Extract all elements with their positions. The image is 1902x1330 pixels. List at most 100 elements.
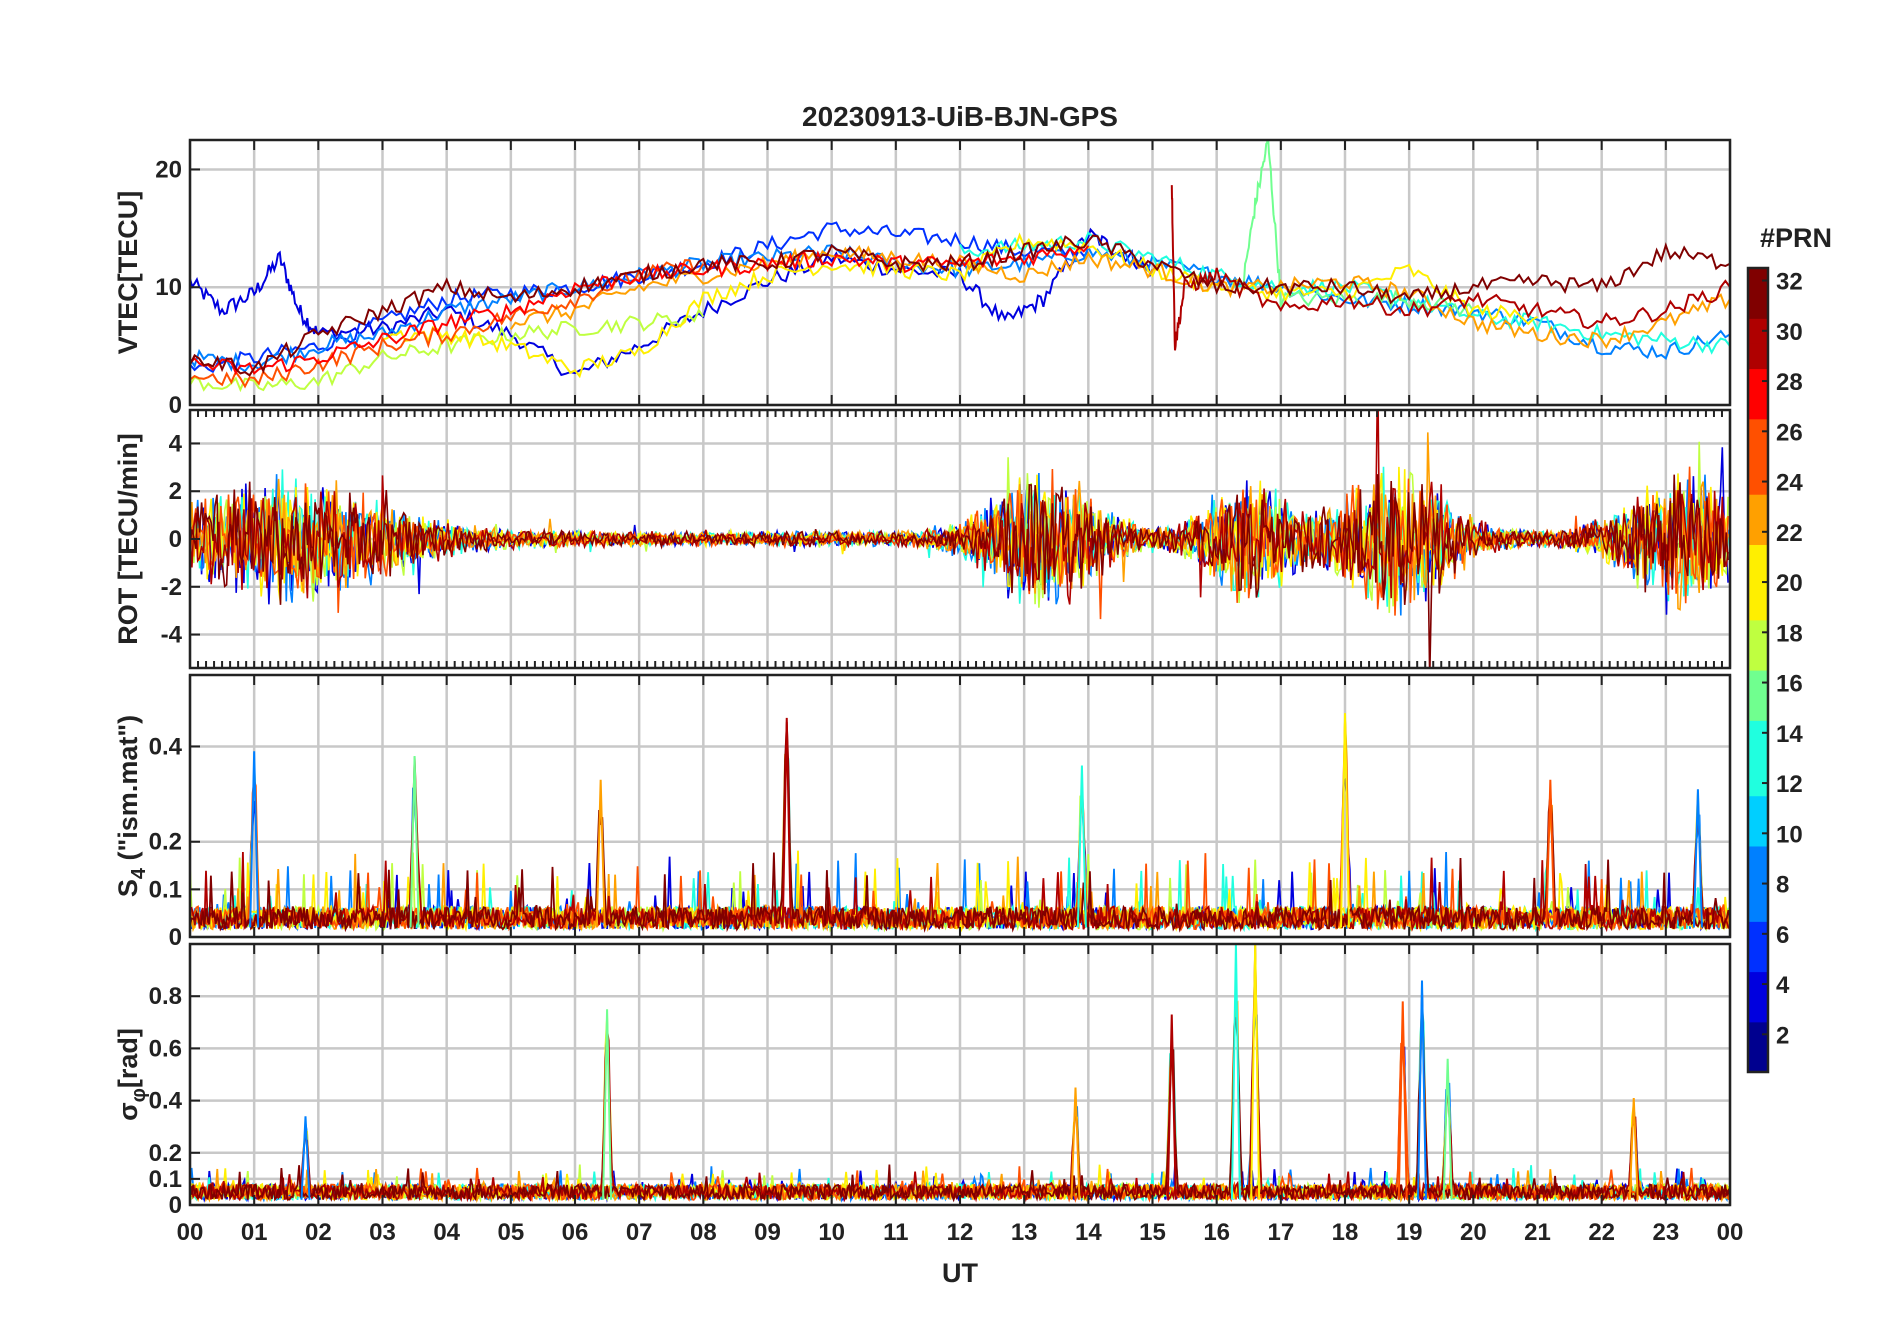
- colorbar-segment: [1748, 745, 1768, 772]
- colorbar-segment: [1748, 368, 1768, 395]
- s4-peak: [1545, 779, 1556, 928]
- y-axis-label: S4 ("ism.mat"): [113, 715, 150, 897]
- vtec-series-prn-31: [190, 234, 1730, 377]
- y-tick-label: 0.1: [149, 876, 182, 903]
- chart-title: 20230913-UiB-BJN-GPS: [802, 101, 1118, 132]
- colorbar-segment: [1748, 569, 1768, 596]
- colorbar-tick-label: 10: [1776, 821, 1803, 848]
- y-tick-label: 0: [169, 392, 182, 419]
- colorbar-segment: [1748, 519, 1768, 545]
- colorbar-tick-label: 32: [1776, 269, 1803, 296]
- colorbar-segment: [1748, 268, 1768, 294]
- y-tick-label: 4: [169, 430, 183, 457]
- colorbar-segment: [1748, 318, 1768, 344]
- x-tick-label: 09: [754, 1219, 781, 1246]
- y-tick-label: -4: [161, 622, 183, 649]
- y-tick-label: 0.2: [149, 829, 182, 856]
- y-tick-label: 0.4: [149, 733, 183, 760]
- colorbar-tick-label: 4: [1776, 972, 1790, 999]
- colorbar-segment: [1748, 544, 1768, 571]
- colorbar-tick-label: 6: [1776, 922, 1789, 949]
- vtec-series-prn-20: [382, 232, 1538, 379]
- colorbar-frame: [1746, 266, 1770, 1074]
- x-tick-label: 13: [1011, 1219, 1038, 1246]
- vtec-series-prn-23: [509, 244, 1730, 350]
- y-tick-label: 0: [169, 924, 182, 951]
- y-tick-label: 10: [155, 274, 182, 301]
- sigma-peak: [1166, 1014, 1177, 1200]
- colorbar-segment: [1748, 443, 1768, 470]
- rot-series-prn-31: [190, 474, 1729, 668]
- x-tick-label: 20: [1460, 1219, 1487, 1246]
- y-tick-label: 0.2: [149, 1140, 182, 1167]
- sigma-peak: [1070, 1087, 1081, 1200]
- y-axis-label: VTEC[TECU]: [113, 191, 143, 355]
- sigma-peak: [1628, 1097, 1639, 1200]
- colorbar-segment: [1748, 921, 1768, 947]
- colorbar-segment: [1748, 845, 1768, 872]
- colorbar-tick-label: 20: [1776, 570, 1803, 597]
- colorbar-segment: [1748, 293, 1768, 319]
- colorbar-segment: [1748, 871, 1768, 897]
- y-tick-label: 0.4: [149, 1088, 183, 1115]
- colorbar-segment: [1748, 619, 1768, 646]
- colorbar-tick-label: 12: [1776, 771, 1803, 798]
- s4-peak: [249, 751, 260, 928]
- colorbar-segment: [1748, 670, 1768, 696]
- sigma-peak: [1250, 944, 1261, 1200]
- x-tick-label: 12: [947, 1219, 974, 1246]
- colorbar-tick-label: 8: [1776, 872, 1789, 899]
- x-tick-label: 23: [1652, 1219, 1679, 1246]
- colorbar-tick-label: 16: [1776, 671, 1803, 698]
- s4-series-prn-31: [190, 721, 1730, 933]
- sigma-peak: [1417, 980, 1427, 1200]
- x-tick-label: 02: [305, 1219, 332, 1246]
- colorbar-tick-label: 2: [1776, 1022, 1789, 1049]
- colorbar-tick-label: 24: [1776, 470, 1803, 497]
- y-axis-label: ROT [TECU/min]: [113, 433, 143, 644]
- series-group: [190, 410, 1729, 668]
- colorbar-segment: [1748, 795, 1768, 822]
- colorbar-segment: [1748, 896, 1768, 922]
- x-tick-label: 15: [1139, 1219, 1166, 1246]
- s4-peak: [1076, 765, 1087, 928]
- s4-peak: [1340, 713, 1350, 928]
- x-tick-label: 21: [1524, 1219, 1551, 1246]
- y-tick-label: 0: [169, 526, 182, 553]
- colorbar-tick-label: 14: [1776, 721, 1803, 748]
- colorbar-segment: [1748, 343, 1768, 370]
- x-tick-label: 01: [241, 1219, 268, 1246]
- y-tick-label: -2: [161, 574, 182, 601]
- colorbar-segment: [1748, 946, 1768, 973]
- y-tick-label: 20: [155, 156, 182, 183]
- s4-peak: [781, 717, 792, 928]
- panel-rot: -4 -2 0 2 4 ROT [TECU/min]: [113, 408, 1732, 670]
- s4-peak: [1692, 789, 1703, 928]
- s4-peak: [595, 779, 606, 928]
- colorbar-segment: [1748, 393, 1768, 420]
- x-tick-label: 07: [626, 1219, 653, 1246]
- y-tick-label: 0.8: [149, 983, 182, 1010]
- colorbar-segment: [1748, 418, 1768, 445]
- x-tick-label: 17: [1267, 1219, 1294, 1246]
- s4-peak: [409, 755, 420, 928]
- x-tick-label: 03: [369, 1219, 396, 1246]
- sigma-peak: [1230, 944, 1241, 1200]
- y-tick-label: 0.6: [149, 1035, 182, 1062]
- colorbar-segment: [1748, 695, 1768, 721]
- panel-sigma: 00.10.2 0.4 0.6 0.8 σφ[rad]: [113, 942, 1732, 1219]
- vtec-series-prn-30: [1170, 185, 1730, 351]
- x-tick-label: 04: [433, 1219, 460, 1246]
- colorbar-segment: [1748, 971, 1768, 998]
- y-axis-label: σφ[rad]: [113, 1028, 150, 1121]
- colorbar-tick-label: 30: [1776, 319, 1803, 346]
- colorbar-segment: [1748, 644, 1768, 671]
- x-tick-label: 14: [1075, 1219, 1102, 1246]
- colorbar-segment: [1748, 494, 1768, 520]
- colorbar-segment: [1748, 996, 1768, 1023]
- sigma-peak: [1397, 1001, 1408, 1200]
- colorbar-tick-label: 18: [1776, 620, 1803, 647]
- colorbar-segment: [1748, 1046, 1768, 1073]
